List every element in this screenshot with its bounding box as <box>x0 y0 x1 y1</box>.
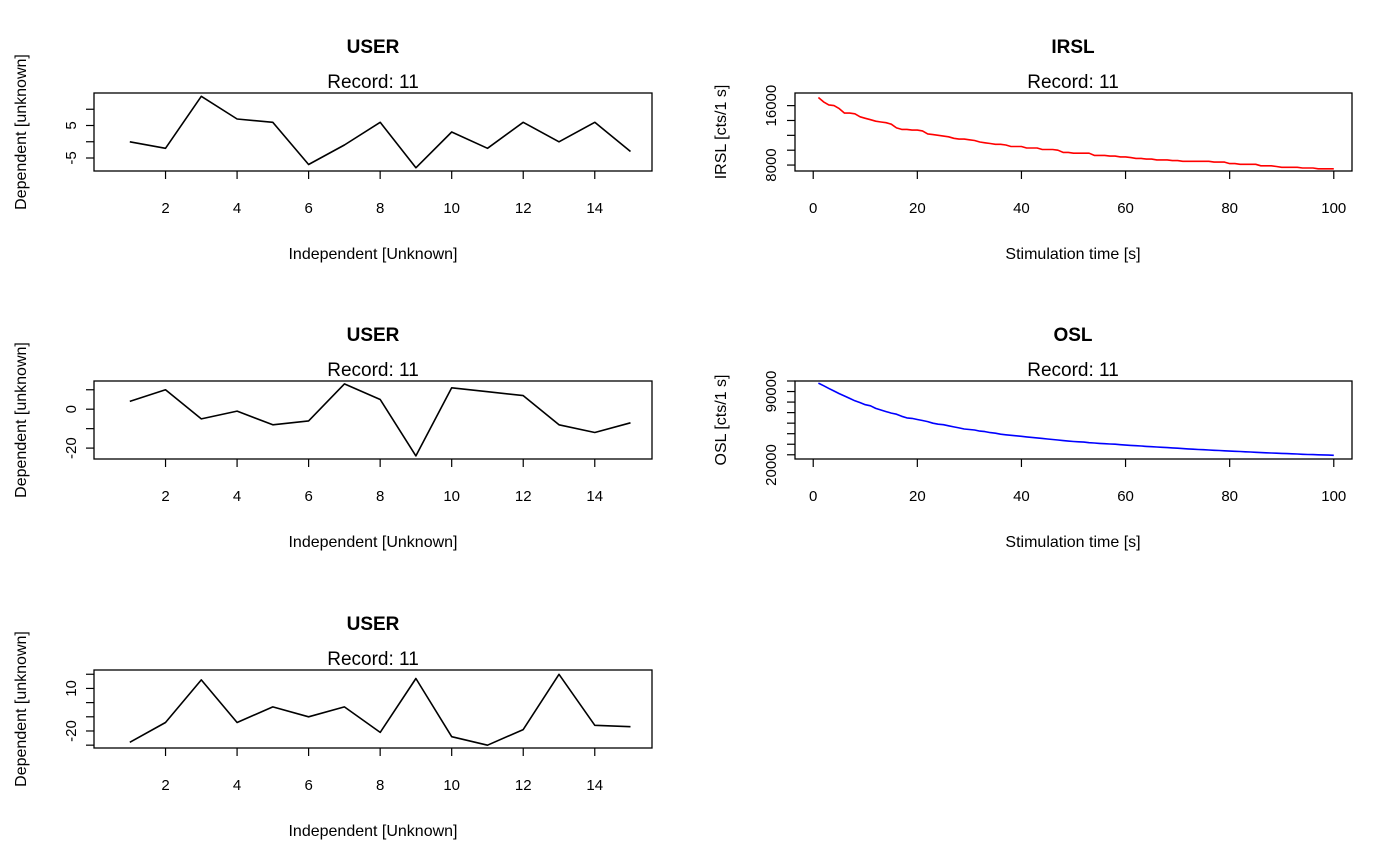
plot-frame <box>794 92 1353 172</box>
x-tick-label: 40 <box>1013 488 1030 505</box>
x-tick-label: 20 <box>909 488 926 505</box>
x-tick-label: 10 <box>443 777 460 794</box>
chart-subtitle: Record: 11 <box>327 649 419 670</box>
x-tick-label: 14 <box>586 777 603 794</box>
x-tick-label: 4 <box>233 777 241 794</box>
plot-frame <box>93 380 653 460</box>
x-tick-label: 14 <box>586 200 603 217</box>
x-tick-label: 4 <box>233 488 241 505</box>
y-tick-label: 16000 <box>763 85 780 127</box>
y-tick-label: 8000 <box>763 148 780 181</box>
x-tick-label: 80 <box>1221 488 1238 505</box>
chart-panel-2: IRSL Record: 11 0 20 40 60 80 100 8000 16000 Stimu… <box>713 37 1353 263</box>
chart-subtitle: Record: 11 <box>327 72 419 93</box>
x-tick-label: 10 <box>443 488 460 505</box>
chart-panel-1: USER Record: 11 2 4 6 8 10 12 14 -5 5 Independent [… <box>13 37 653 263</box>
x-tick-label: 12 <box>515 200 532 217</box>
chart-panel-4: OSL Record: 11 0 20 40 60 80 100 90000 Stimulatio… <box>713 325 1353 551</box>
series-line <box>817 96 1334 170</box>
chart-subtitle: Record: 11 <box>1027 72 1119 93</box>
y-axis-label: Dependent [unknown] <box>13 631 30 787</box>
x-axis-label: Independent [Unknown] <box>288 246 457 263</box>
x-axis-label: Stimulation time [s] <box>1005 246 1140 263</box>
y-tick-label: 20000 <box>763 444 780 486</box>
chart-title: USER <box>347 614 400 635</box>
y-tick-label: 90000 <box>763 371 780 413</box>
chart-subtitle: Record: 11 <box>1027 360 1119 381</box>
x-tick-label: 10 <box>443 200 460 217</box>
chart-subtitle: Record: 11 <box>327 360 419 381</box>
x-tick-label: 20 <box>909 200 926 217</box>
x-axis-label: Independent [Unknown] <box>288 823 457 840</box>
y-axis-label: IRSL [cts/1 s] <box>713 85 730 180</box>
x-tick-label: 6 <box>304 200 312 217</box>
plot-frame <box>93 669 653 749</box>
x-tick-label: 6 <box>304 777 312 794</box>
y-tick-label: -20 <box>63 720 80 742</box>
y-tick-label: 5 <box>63 121 80 129</box>
x-tick-label: 12 <box>515 777 532 794</box>
series-line <box>129 95 632 169</box>
x-tick-label: 2 <box>161 200 169 217</box>
chart-panel-3: USER Record: 11 2 4 6 8 10 12 14 -20 0 Independent … <box>13 325 653 551</box>
x-tick-label: 8 <box>376 200 384 217</box>
chart-title: USER <box>347 325 400 346</box>
series-line <box>129 673 631 746</box>
x-tick-label: 12 <box>515 488 532 505</box>
x-tick-label: 80 <box>1221 200 1238 217</box>
x-tick-label: 8 <box>376 488 384 505</box>
y-axis-label: Dependent [unknown] <box>13 54 30 210</box>
x-tick-label: 8 <box>376 777 384 794</box>
x-tick-label: 14 <box>586 488 603 505</box>
x-tick-label: 2 <box>161 488 169 505</box>
x-tick-label: 60 <box>1117 200 1134 217</box>
plot-frame <box>794 380 1353 460</box>
x-tick-label: 4 <box>233 200 241 217</box>
x-tick-label: 100 <box>1321 488 1346 505</box>
x-tick-label: 40 <box>1013 200 1030 217</box>
y-tick-label: -5 <box>63 151 80 164</box>
y-axis-label: OSL [cts/1 s] <box>713 375 730 466</box>
series-line <box>818 382 1334 457</box>
x-tick-label: 0 <box>809 200 817 217</box>
x-axis-label: Independent [Unknown] <box>288 534 457 551</box>
y-axis-label: Dependent [unknown] <box>13 342 30 498</box>
y-tick-label: 10 <box>63 680 80 697</box>
y-tick-label: -20 <box>63 437 80 459</box>
chart-title: OSL <box>1053 325 1092 346</box>
chart-panel-5: USER Record: 11 2 4 6 8 10 12 14 -20 10 Independent… <box>13 614 653 840</box>
chart-title: IRSL <box>1051 37 1095 58</box>
chart-title: USER <box>347 37 400 58</box>
y-tick-label: 0 <box>63 405 80 413</box>
x-tick-label: 0 <box>809 488 817 505</box>
x-tick-label: 100 <box>1321 200 1346 217</box>
x-tick-label: 6 <box>304 488 312 505</box>
series-line <box>129 383 631 457</box>
x-tick-label: 2 <box>161 777 169 794</box>
x-axis-label: Stimulation time [s] <box>1005 534 1140 551</box>
x-tick-label: 60 <box>1117 488 1134 505</box>
plot-frame <box>93 92 653 172</box>
